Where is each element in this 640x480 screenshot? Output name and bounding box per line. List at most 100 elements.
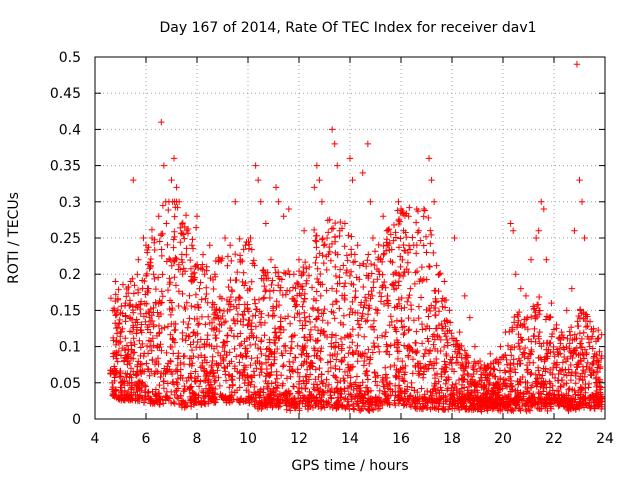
data-point bbox=[180, 387, 187, 395]
data-point bbox=[170, 350, 177, 357]
data-point bbox=[116, 316, 123, 324]
data-point bbox=[529, 394, 537, 402]
data-point bbox=[448, 398, 456, 406]
data-point bbox=[515, 355, 523, 362]
data-point bbox=[287, 373, 294, 380]
data-point bbox=[376, 348, 383, 356]
data-point bbox=[239, 353, 246, 361]
data-point bbox=[123, 342, 131, 349]
data-point bbox=[258, 275, 265, 282]
data-point bbox=[440, 366, 448, 373]
data-point bbox=[578, 335, 586, 343]
data-point bbox=[535, 335, 543, 342]
data-point bbox=[334, 379, 341, 386]
data-point bbox=[323, 287, 330, 294]
data-point bbox=[414, 229, 422, 236]
data-point bbox=[406, 347, 413, 354]
data-point bbox=[231, 250, 239, 258]
data-point bbox=[584, 394, 592, 402]
data-point bbox=[254, 344, 262, 352]
data-point bbox=[307, 362, 314, 369]
data-point bbox=[448, 390, 455, 398]
data-point bbox=[211, 306, 219, 314]
data-point bbox=[371, 369, 378, 377]
data-point bbox=[422, 346, 430, 354]
data-point bbox=[261, 332, 268, 339]
data-point bbox=[175, 288, 183, 295]
data-point bbox=[551, 374, 559, 382]
data-point bbox=[307, 333, 314, 341]
data-point-peak bbox=[507, 220, 514, 227]
data-point bbox=[123, 374, 130, 381]
data-point bbox=[132, 391, 139, 399]
data-point bbox=[576, 330, 584, 337]
data-point bbox=[341, 368, 349, 376]
y-tick-label: 0.5 bbox=[59, 50, 81, 66]
data-point bbox=[231, 345, 238, 353]
data-point bbox=[148, 317, 156, 325]
data-point bbox=[535, 394, 542, 401]
data-point bbox=[336, 366, 343, 373]
data-point bbox=[407, 285, 414, 292]
data-point bbox=[235, 301, 243, 308]
data-point bbox=[384, 399, 391, 406]
data-point bbox=[388, 318, 395, 326]
data-point bbox=[134, 363, 141, 370]
data-point bbox=[178, 220, 186, 228]
data-point bbox=[514, 321, 521, 329]
data-point bbox=[567, 332, 574, 339]
data-point bbox=[266, 336, 273, 343]
data-point bbox=[541, 354, 549, 361]
data-point-peak bbox=[155, 213, 162, 220]
data-point bbox=[271, 353, 278, 361]
data-point bbox=[137, 352, 144, 360]
x-tick-label: 12 bbox=[290, 431, 308, 447]
data-point bbox=[533, 301, 541, 309]
data-point bbox=[262, 288, 269, 295]
data-point bbox=[312, 232, 320, 240]
data-point bbox=[151, 370, 158, 378]
data-point bbox=[581, 395, 588, 402]
data-point bbox=[532, 309, 539, 316]
data-point bbox=[118, 389, 125, 396]
data-point bbox=[167, 256, 174, 264]
data-point bbox=[436, 389, 443, 396]
data-point bbox=[425, 313, 432, 320]
data-point-peak bbox=[349, 176, 356, 184]
data-point bbox=[287, 407, 294, 414]
data-point bbox=[430, 331, 438, 338]
data-point bbox=[435, 333, 443, 341]
data-point bbox=[330, 372, 337, 379]
data-point bbox=[197, 279, 204, 286]
data-point bbox=[138, 321, 145, 328]
data-point bbox=[407, 392, 414, 399]
data-point bbox=[333, 384, 341, 392]
data-point bbox=[413, 267, 421, 275]
data-point bbox=[198, 398, 205, 405]
data-point bbox=[338, 357, 345, 365]
data-point bbox=[465, 360, 472, 367]
data-point bbox=[380, 300, 388, 308]
data-point bbox=[375, 241, 382, 249]
data-point bbox=[114, 358, 121, 365]
data-point bbox=[113, 393, 120, 400]
data-point bbox=[362, 370, 369, 377]
data-point-peak bbox=[425, 155, 433, 162]
data-point bbox=[370, 278, 377, 286]
data-point bbox=[400, 402, 407, 409]
data-point bbox=[356, 382, 364, 389]
data-point-peak bbox=[535, 227, 542, 234]
data-point bbox=[346, 365, 353, 373]
data-point bbox=[122, 313, 130, 320]
data-point bbox=[152, 397, 160, 404]
data-point bbox=[391, 362, 398, 369]
data-point bbox=[282, 347, 290, 355]
data-point bbox=[310, 384, 317, 392]
data-point-peak bbox=[487, 350, 494, 358]
data-point bbox=[548, 333, 555, 340]
data-point bbox=[185, 374, 192, 381]
data-point bbox=[155, 360, 162, 368]
data-point bbox=[155, 330, 163, 337]
data-point-peak bbox=[512, 271, 519, 278]
data-point bbox=[172, 204, 179, 211]
